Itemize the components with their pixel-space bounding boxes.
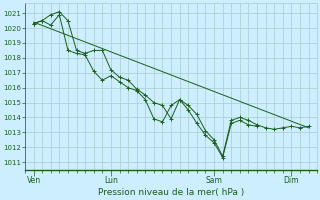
X-axis label: Pression niveau de la mer( hPa ): Pression niveau de la mer( hPa )	[98, 188, 244, 197]
